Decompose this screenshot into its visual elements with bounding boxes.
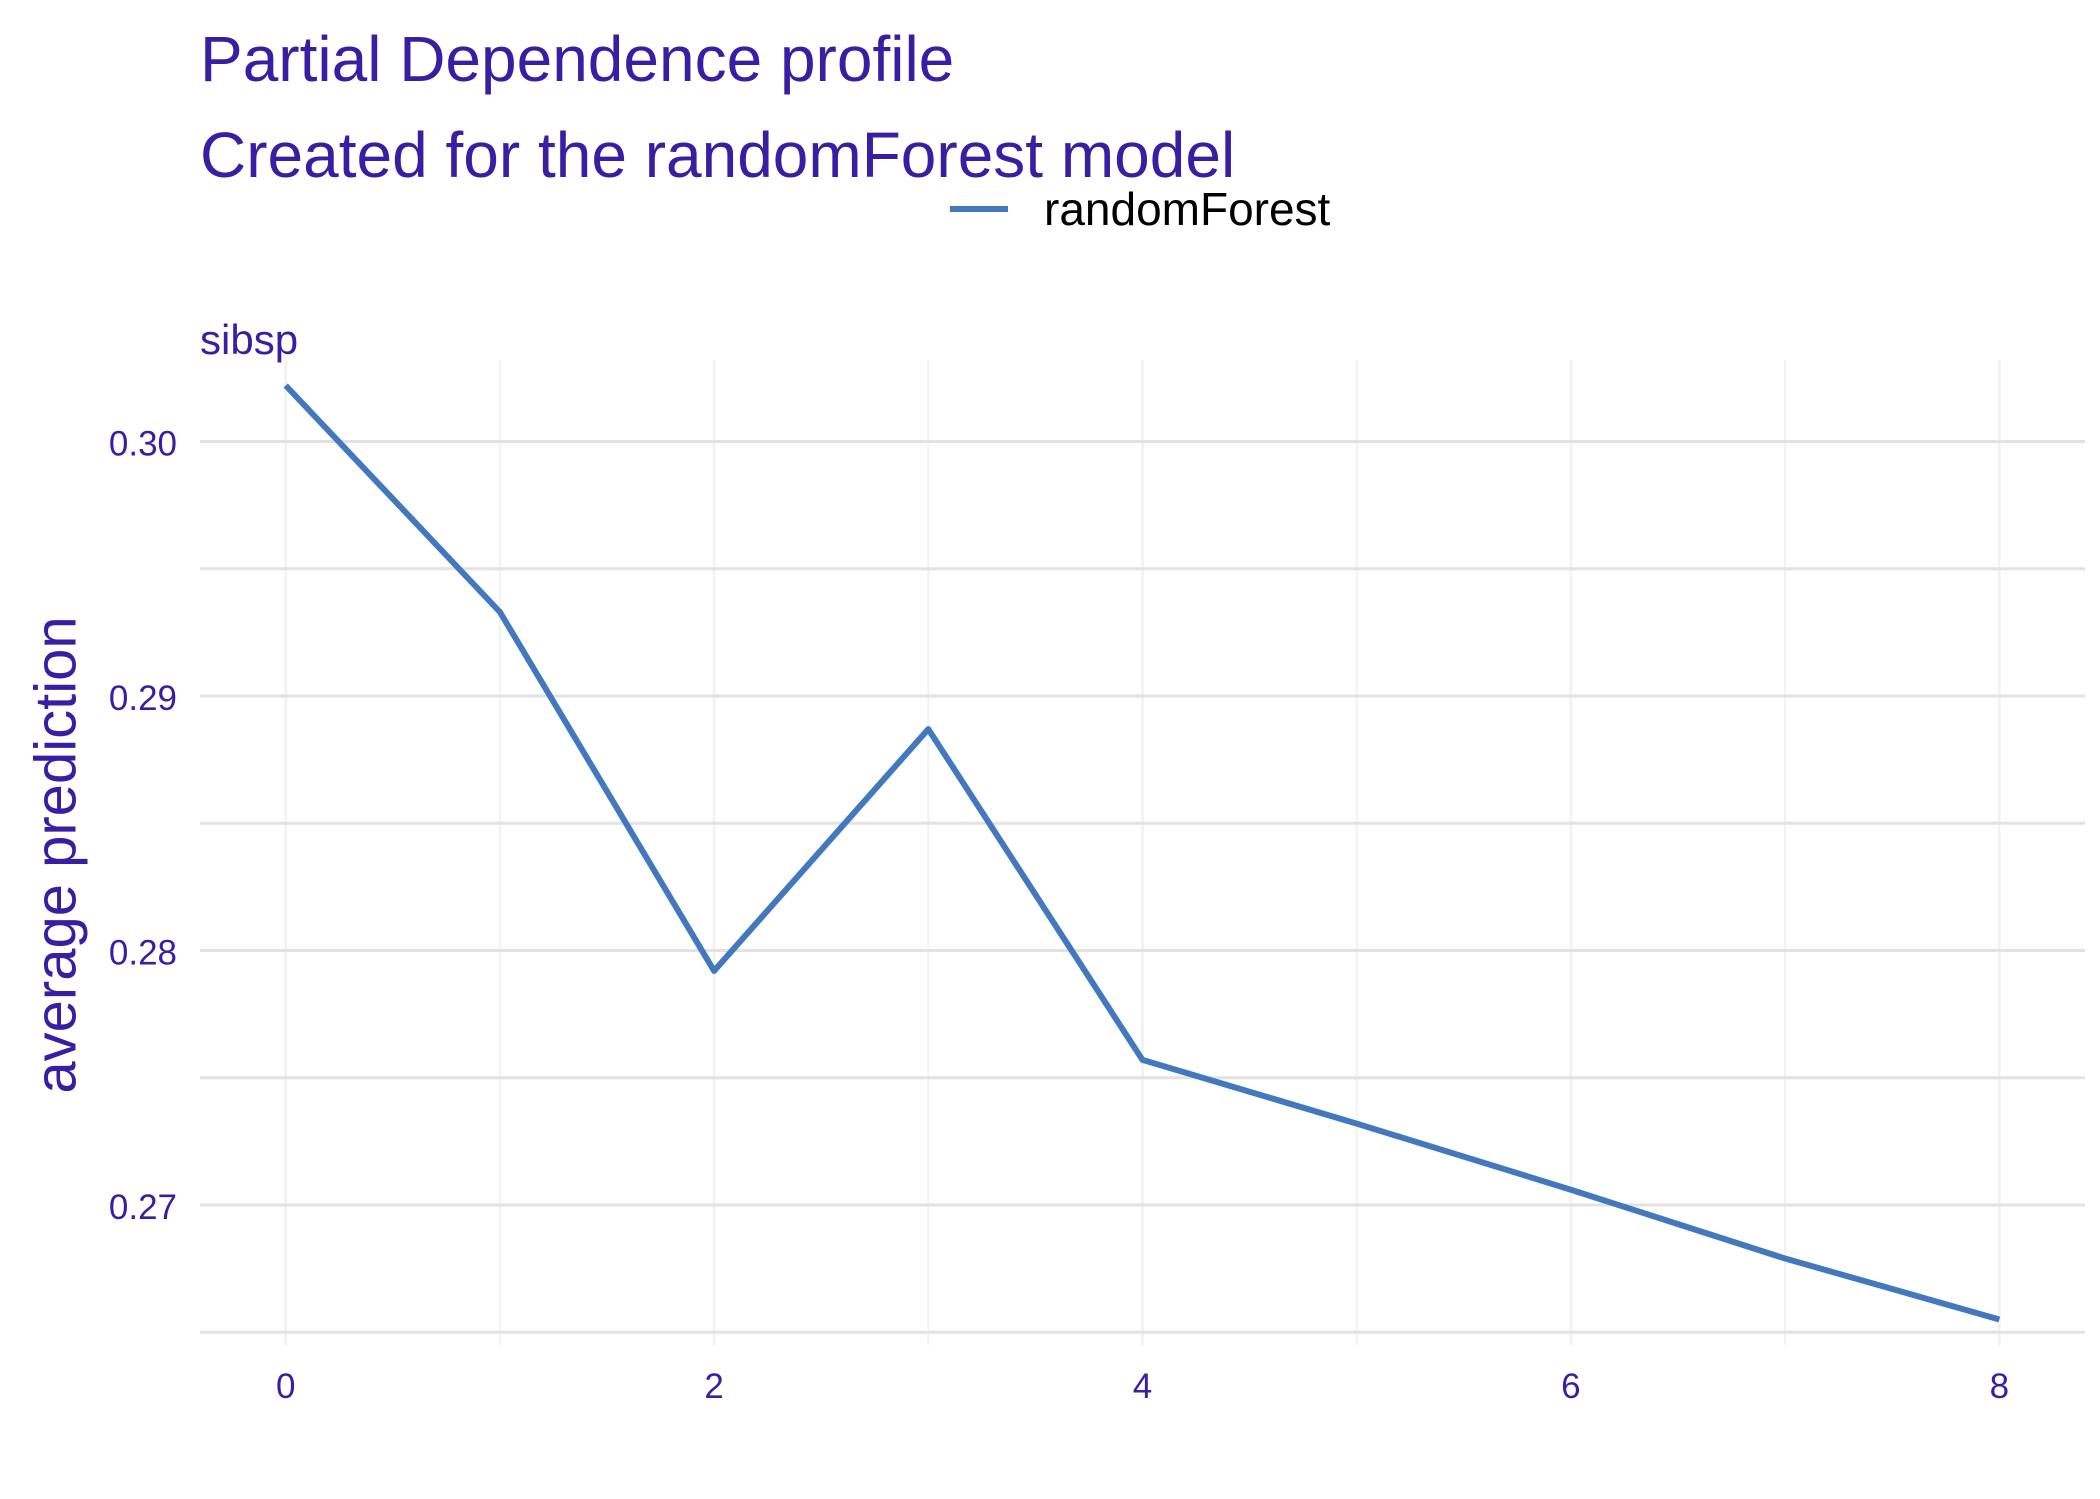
chart-title: Partial Dependence profile	[200, 23, 955, 95]
x-tick-label: 6	[1561, 1367, 1580, 1406]
x-tick-label: 8	[1990, 1367, 2009, 1406]
facet-strip-label: sibsp	[200, 316, 299, 363]
x-tick-label: 4	[1133, 1367, 1152, 1406]
chart-subtitle: Created for the randomForest model	[200, 119, 1236, 191]
legend: randomForest	[950, 182, 1330, 236]
x-tick-label: 0	[276, 1367, 295, 1406]
y-tick-label: 0.28	[109, 933, 177, 972]
y-tick-label: 0.27	[109, 1188, 177, 1227]
legend-key-randomforest	[950, 206, 1008, 212]
series-line-randomforest	[283, 383, 2001, 1323]
y-tick-label: 0.30	[109, 424, 177, 463]
y-tick-label: 0.29	[109, 679, 177, 718]
x-tick-label: 2	[704, 1367, 723, 1406]
legend-label-randomforest: randomForest	[1044, 183, 1331, 235]
